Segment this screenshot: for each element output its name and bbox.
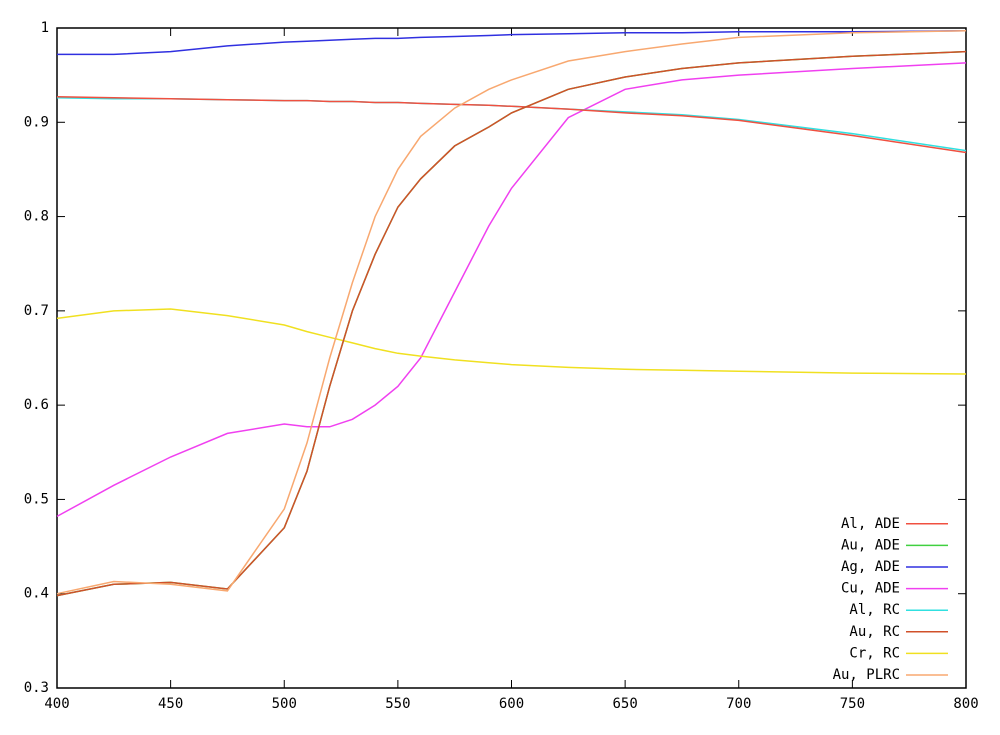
series-line	[57, 30, 967, 56]
legend-label: Cr, RC	[849, 645, 900, 661]
plot-border	[56, 27, 967, 689]
series-line	[56, 50, 967, 597]
x-tick-label: 700	[726, 696, 751, 712]
x-tick-label: 750	[840, 696, 865, 712]
series-line	[56, 308, 967, 375]
legend-label: Au, ADE	[841, 537, 900, 553]
x-tick-label: 400	[44, 696, 69, 712]
x-tick-label: 450	[158, 696, 183, 712]
series-line	[56, 62, 967, 518]
x-tick-label: 600	[499, 696, 524, 712]
y-tick-label: 0.7	[24, 303, 49, 319]
y-tick-label: 0.4	[24, 586, 49, 602]
legend-label: Al, ADE	[841, 516, 900, 532]
y-tick-label: 1	[41, 20, 49, 36]
y-tick-label: 0.8	[24, 209, 49, 225]
x-tick-label: 550	[385, 696, 410, 712]
series-line	[56, 96, 967, 154]
legend-label: Ag, ADE	[841, 559, 900, 575]
y-tick-label: 0.5	[24, 491, 49, 507]
legend-label: Au, PLRC	[833, 667, 900, 683]
legend-label: Au, RC	[849, 624, 900, 640]
x-tick-label: 800	[953, 696, 978, 712]
x-tick-label: 650	[612, 696, 637, 712]
series-line	[56, 30, 967, 595]
y-tick-label: 0.9	[24, 114, 49, 130]
y-tick-label: 0.3	[24, 680, 49, 696]
legend-label: Al, RC	[849, 602, 900, 618]
legend-label: Cu, ADE	[841, 581, 900, 597]
x-tick-label: 500	[272, 696, 297, 712]
y-tick-label: 0.6	[24, 397, 49, 413]
